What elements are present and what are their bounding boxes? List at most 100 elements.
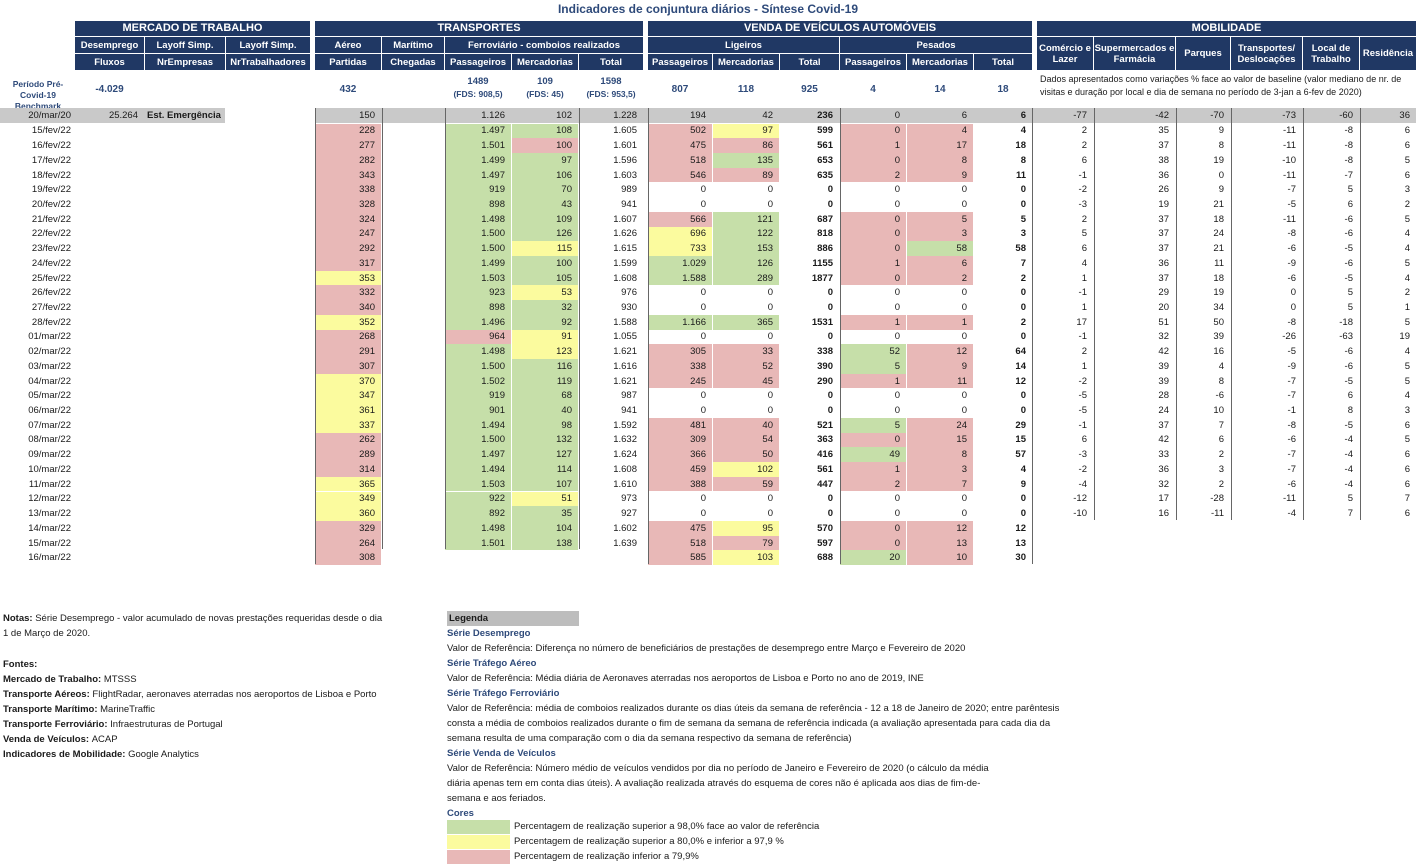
row-resid: 4: [1404, 346, 1410, 358]
mobility-note: Dados apresentados como variações % face…: [1040, 74, 1402, 97]
row-light-merc: 0: [767, 301, 773, 313]
row-date: 20/fev/22: [31, 198, 71, 210]
source-value: Infraestruturas de Portugal: [110, 719, 223, 730]
row-heavy-merc: 0: [961, 198, 967, 210]
row-comercio: -2: [1078, 184, 1087, 196]
row-light-merc: 0: [767, 493, 773, 505]
row-partidas: 308: [315, 550, 381, 566]
row-rail-pass: 1.498: [445, 344, 511, 359]
row-light-pass: 0: [700, 390, 706, 402]
row-date: 15/fev/22: [31, 125, 71, 137]
row-resid: 6: [1404, 463, 1410, 475]
row-rail-merc: 43: [512, 197, 578, 212]
ref-rail-pass: 1.126: [481, 110, 505, 122]
ref-light-total: 236: [817, 110, 833, 122]
row-light-total: 570: [817, 522, 833, 534]
row-partidas: 338: [315, 182, 381, 198]
row-light-pass: 1.166: [648, 314, 712, 330]
row-local: -4: [1344, 463, 1353, 475]
row-date: 07/mar/22: [28, 419, 71, 431]
row-chegadas: [382, 138, 444, 153]
row-rail-merc: 98: [512, 417, 578, 433]
hdr-nrempresas: NrEmpresas: [145, 54, 225, 70]
row-heavy-total: 57: [1015, 449, 1026, 461]
row-light-pass: 366: [648, 447, 712, 463]
row-parques: -6: [1215, 390, 1224, 402]
source-key: Transporte Marítimo:: [3, 704, 101, 715]
row-local: -4: [1344, 449, 1353, 461]
legend-s4-line1: Valor de Referência: Número médio de veí…: [447, 763, 989, 774]
row-heavy-merc: 0: [961, 331, 967, 343]
row-partidas: 352: [315, 314, 381, 330]
benchmark-rail-pass-fds: (FDS: 908,5): [453, 89, 503, 99]
row-rail-pass: 1.497: [445, 123, 511, 139]
row-local: 8: [1347, 405, 1353, 417]
row-super: 16: [1158, 508, 1169, 520]
row-rail-total: 927: [621, 508, 637, 520]
hdr-resid: Residência: [1360, 37, 1416, 70]
row-rail-pass: 1.494: [445, 417, 511, 433]
row-date: 21/fev/22: [31, 213, 71, 225]
source-item: Indicadores de Mobilidade: Google Analyt…: [3, 747, 423, 762]
row-light-total: 818: [817, 228, 833, 240]
row-light-pass: 245: [648, 373, 712, 389]
row-rail-total: 1.624: [613, 449, 637, 461]
row-parques: 50: [1213, 316, 1224, 328]
legend-text: Série Desemprego Valor de Referência: Di…: [447, 626, 1127, 821]
row-chegadas: [382, 403, 444, 418]
row-super: 32: [1158, 478, 1169, 490]
hdr-maritimo: Marítimo: [382, 37, 444, 53]
row-light-total: 290: [817, 375, 833, 387]
benchmark-label: Período Pré-Covid-19 Benchmark: [12, 79, 64, 111]
row-heavy-pass: 1: [840, 373, 906, 389]
row-rail-pass: 1.503: [445, 270, 511, 286]
row-local: -63: [1339, 331, 1353, 343]
row-rail-pass: 1.501: [445, 535, 511, 551]
row-heavy-total: 12: [1015, 375, 1026, 387]
row-heavy-merc: 58: [907, 241, 973, 256]
row-resid: 5: [1404, 154, 1410, 166]
legend-s4-line2: diária apenas tem em conta dias úteis). …: [447, 778, 981, 789]
row-resid: 4: [1404, 243, 1410, 255]
benchmark-rail-merc: 109: [537, 76, 553, 87]
row-heavy-merc: 12: [907, 344, 973, 359]
row-rail-total: 1.608: [613, 463, 637, 475]
row-light-merc: 0: [767, 508, 773, 520]
row-super: 35: [1158, 125, 1169, 137]
row-resid: 6: [1404, 449, 1410, 461]
benchmark-rail-total: 1598: [600, 76, 622, 87]
row-rail-merc: 119: [512, 373, 578, 389]
row-resid: 5: [1404, 316, 1410, 328]
row-chegadas: [382, 418, 444, 433]
row-chegadas: [382, 344, 444, 359]
row-comercio: 4: [1081, 257, 1087, 269]
row-resid: 6: [1404, 478, 1410, 490]
row-rail-total: 1.621: [613, 375, 637, 387]
row-local: -4: [1344, 478, 1353, 490]
row-heavy-merc: 1: [907, 314, 973, 330]
row-rail-merc: 70: [512, 182, 578, 198]
hdr-rail-pass: Passageiros: [445, 54, 511, 70]
row-light-merc: 52: [713, 359, 779, 374]
legend-title: Legenda: [447, 611, 579, 626]
row-rail-merc: 115: [512, 241, 578, 256]
row-chegadas: [382, 256, 444, 271]
row-transp: -26: [1282, 331, 1296, 343]
legend-s4-line3: semana e aos feriados.: [447, 793, 546, 804]
row-heavy-pass: 0: [840, 520, 906, 536]
row-date: 18/fev/22: [31, 169, 71, 181]
row-rail-merc: 108: [512, 123, 578, 139]
row-partidas: 361: [315, 403, 381, 418]
row-date: 16/fev/22: [31, 140, 71, 152]
row-parques: 2: [1218, 478, 1224, 490]
row-transp: 0: [1290, 301, 1296, 313]
row-light-merc: 89: [713, 167, 779, 183]
row-date: 15/mar/22: [28, 537, 71, 549]
row-heavy-pass: 2: [840, 476, 906, 492]
row-rail-total: 941: [621, 405, 637, 417]
report-title: Indicadores de conjuntura diários - Sínt…: [557, 2, 859, 16]
row-light-merc: 0: [767, 198, 773, 210]
ref-state: Est. Emergência: [147, 110, 221, 122]
row-heavy-pass: 0: [894, 198, 900, 210]
row-parques: 16: [1213, 346, 1224, 358]
